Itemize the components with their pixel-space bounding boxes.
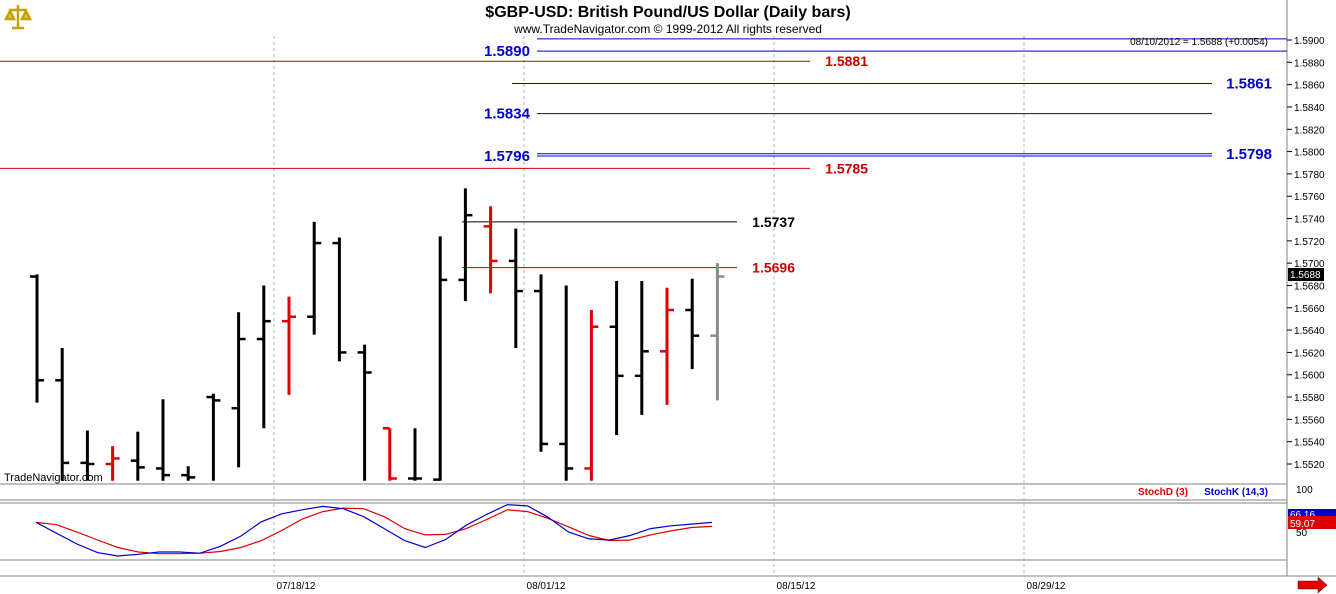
ohlc-bar (357, 344, 372, 481)
ohlc-bar (584, 310, 599, 481)
ohlc-bar (609, 281, 624, 435)
stochk-legend: StochK (14,3) (1204, 487, 1268, 498)
ohlc-bar (181, 466, 196, 481)
last-price-info: 08/10/2012 = 1.5688 (+0.0054) (1130, 37, 1268, 48)
price-level-label: 1.5696 (752, 260, 795, 276)
price-level-label: 1.5785 (825, 160, 868, 176)
price-tick-label: 1.5560 (1294, 415, 1325, 426)
ohlc-bar (282, 296, 296, 395)
ohlc-bar (508, 228, 523, 348)
ohlc-bars (30, 188, 725, 481)
price-tick-label: 1.5740 (1294, 215, 1325, 226)
ohlc-bar (156, 399, 170, 481)
price-level-label: 1.5861 (1226, 76, 1272, 93)
last-price-badge (1288, 268, 1324, 281)
price-tick-label: 1.5700 (1294, 259, 1325, 270)
date-tick-label: 08/01/12 (527, 581, 566, 592)
ohlc-bar (433, 236, 448, 481)
arrow-right-icon[interactable] (1297, 576, 1328, 594)
date-tick-label: 07/18/12 (277, 581, 316, 592)
ohlc-bar (332, 237, 347, 362)
ohlc-bar (231, 312, 246, 468)
price-tick-label: 1.5900 (1294, 36, 1325, 47)
date-tick-label: 08/15/12 (777, 581, 816, 592)
price-tick-label: 1.5860 (1294, 81, 1325, 92)
price-tick-label: 1.5760 (1294, 192, 1325, 203)
ohlc-bar (408, 428, 422, 481)
price-axis-ticks: 1.5900 1.5880 1.5860 1.5840 1.5820 1.5800 1.57… (1287, 36, 1325, 471)
watermark-text: TradeNavigator.com (4, 472, 103, 484)
ohlc-bar (80, 430, 95, 481)
chart-title: $GBP-USD: British Pound/US Dollar (Daily… (485, 4, 850, 21)
ohlc-bar (130, 431, 145, 481)
ohlc-bar (256, 285, 271, 429)
price-tick-label: 1.5840 (1294, 103, 1325, 114)
price-tick-label: 1.5520 (1294, 460, 1325, 471)
ohlc-bar (483, 206, 498, 294)
price-tick-label: 1.5880 (1294, 58, 1325, 69)
ohlc-bar (534, 274, 548, 452)
stochd-line (35, 507, 713, 555)
ohlc-bar (710, 263, 725, 401)
price-tick-label: 1.5620 (1294, 348, 1325, 359)
copyright-text: www.TradeNavigator.com © 1999-2012 All r… (513, 22, 822, 36)
price-level-label: 1.5834 (484, 106, 531, 123)
price-tick-label: 1.5600 (1294, 371, 1325, 382)
price-tick-label: 1.5720 (1294, 237, 1325, 248)
stochk-value-badge (1288, 509, 1336, 520)
ohlc-bar (307, 221, 322, 335)
stoch-tick-50: 50 (1296, 528, 1308, 539)
stochastic-lines (35, 504, 713, 557)
stochd-value: 59.07 (1290, 519, 1315, 530)
date-axis-labels: 07/18/12 08/01/12 08/15/12 08/29/12 (277, 581, 1066, 592)
ohlc-bar (685, 278, 700, 370)
price-tick-label: 1.5680 (1294, 281, 1325, 292)
scale-logo-icon[interactable] (3, 2, 33, 32)
ohlc-bar (458, 188, 473, 302)
stochk-value: 66.16 (1290, 510, 1315, 521)
date-tick-label: 08/29/12 (1027, 581, 1066, 592)
price-level-label: 1.5796 (484, 148, 530, 165)
price-tick-label: 1.5640 (1294, 326, 1325, 337)
price-tick-label: 1.5800 (1294, 148, 1325, 159)
price-tick-label: 1.5820 (1294, 125, 1325, 136)
ohlc-bar (660, 287, 674, 405)
ohlc-bar (30, 274, 44, 403)
price-level-label: 1.5881 (825, 53, 868, 69)
stochk-line (35, 504, 713, 557)
ohlc-bar (634, 281, 649, 415)
stochd-value-badge (1288, 516, 1336, 529)
price-tick-label: 1.5540 (1294, 438, 1325, 449)
price-level-label: 1.5798 (1226, 146, 1272, 163)
ohlc-bar (382, 427, 397, 481)
price-level-label: 1.5890 (484, 43, 530, 60)
ohlc-bar (206, 393, 221, 481)
price-levels: 1.5890 1.5881 1.5861 1.5834 1.5796 1.5798 1.57… (0, 38, 1287, 276)
stochd-legend: StochD (3) (1138, 487, 1188, 498)
vertical-gridlines (273, 36, 1025, 576)
price-tick-label: 1.5660 (1294, 304, 1325, 315)
ohlc-bar (55, 347, 70, 481)
price-tick-label: 1.5580 (1294, 393, 1325, 404)
price-level-label: 1.5737 (752, 214, 795, 230)
stoch-tick-100: 100 (1296, 485, 1313, 496)
price-tick-label: 1.5780 (1294, 170, 1325, 181)
last-price-value: 1.5688 (1290, 270, 1321, 281)
ohlc-bar (105, 446, 120, 481)
ohlc-bar (559, 285, 574, 481)
price-panel-frame (0, 36, 1287, 484)
